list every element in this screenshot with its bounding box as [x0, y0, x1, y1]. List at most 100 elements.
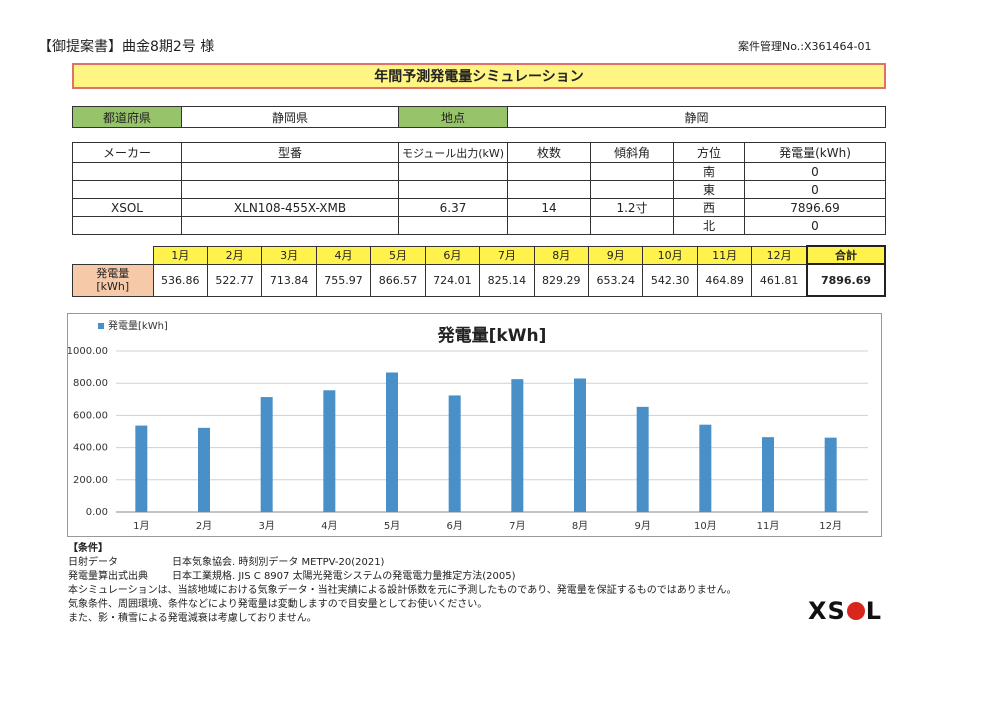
bar [135, 425, 148, 512]
condition-row: 日射データ 日本気象協会. 時刻別データ METPV-20(2021) [68, 556, 737, 570]
direction-east: 東 [673, 180, 745, 199]
direction-west: 西 [673, 198, 745, 217]
y-tick-label: 1000.00 [68, 346, 108, 357]
bar [198, 427, 210, 512]
condition-note: 気象条件、周囲環境、条件などにより発電量は変動しますので目安量としてお使いくださ… [68, 599, 488, 610]
bar [323, 390, 336, 512]
row-label-line2: [kWh] [96, 280, 130, 293]
generation-east: 0 [744, 180, 886, 199]
col-generation: 発電量(kWh) [744, 142, 886, 163]
legend-label: 発電量[kWh] [108, 319, 168, 332]
y-tick-label: 400.00 [73, 443, 108, 454]
bar [824, 437, 837, 512]
bar-chart: 0.00 200.00 400.00 600.00 800.00 1000.00 1月 2月 3… [67, 319, 868, 532]
maker-value: XSOL [72, 198, 182, 217]
pref-value: 静岡県 [181, 106, 399, 128]
month-header: 10月 [642, 245, 698, 265]
bar [699, 424, 712, 512]
location-table: 都道府県 静岡県 地点 静岡 [72, 106, 886, 128]
x-tick-label: 11月 [757, 520, 780, 532]
chart-frame: 0.00 200.00 400.00 600.00 800.00 1000.00 1月 2月 3… [67, 313, 882, 537]
x-tick-label: 4月 [321, 520, 337, 532]
month-value: 713.84 [261, 263, 317, 297]
generation-west: 7896.69 [744, 198, 886, 217]
month-header: 9月 [587, 245, 644, 265]
logo-text-left: XS [808, 597, 846, 625]
tilt-value: 1.2寸 [590, 198, 674, 217]
row-label-line1: 発電量 [96, 267, 130, 280]
x-tick-label: 12月 [819, 520, 842, 532]
legend-swatch [98, 323, 104, 329]
bar [260, 397, 273, 512]
generation-north: 0 [744, 216, 886, 235]
chart-title: 発電量[kWh] [437, 325, 547, 346]
month-value: 522.77 [206, 263, 263, 297]
direction-north: 北 [673, 216, 745, 235]
model-value: XLN108-455X-XMB [181, 198, 399, 217]
count-value: 14 [507, 198, 591, 217]
output-value: 6.37 [398, 198, 508, 217]
x-tick-label: 9月 [634, 520, 650, 532]
bar [448, 395, 461, 512]
month-header: 8月 [533, 245, 590, 265]
month-header: 3月 [261, 245, 317, 265]
month-value: 866.57 [370, 263, 426, 297]
logo-circle-icon [846, 602, 865, 620]
x-tick-label: 1月 [133, 520, 149, 532]
spec-table: メーカー 型番 モジュール出力(kW) 枚数 傾斜角 方位 発電量(kWh) 南… [72, 142, 886, 235]
conditions-heading: 【条件】 [68, 543, 108, 554]
month-header: 12月 [751, 245, 808, 265]
total-header: 合計 [806, 245, 886, 265]
condition-label: 発電量算出式出典 [68, 571, 148, 582]
col-output: モジュール出力(kW) [398, 142, 508, 163]
bar [511, 379, 524, 512]
monthly-table: 1月 2月 3月 4月 5月 6月 7月 8月 9月 10月 11月 12月 合… [72, 245, 886, 297]
point-label: 地点 [398, 106, 508, 128]
month-header: 6月 [424, 245, 481, 265]
document-title: 【御提案書】曲金8期2号 様 [38, 39, 215, 55]
bar [762, 437, 774, 512]
month-value: 461.81 [751, 263, 808, 297]
x-tick-label: 10月 [694, 520, 717, 532]
x-tick-label: 3月 [258, 520, 274, 532]
total-value: 7896.69 [806, 263, 886, 297]
x-tick-label: 5月 [384, 520, 400, 532]
col-count: 枚数 [507, 142, 591, 163]
month-value: 542.30 [642, 263, 698, 297]
generation-south: 0 [744, 162, 886, 181]
pref-label: 都道府県 [72, 106, 182, 128]
x-tick-label: 7月 [509, 520, 525, 532]
condition-text: 日本気象協会. 時刻別データ METPV-20(2021) [172, 557, 385, 568]
x-tick-label: 2月 [196, 520, 212, 532]
month-header: 1月 [152, 245, 208, 265]
case-number: 案件管理No.:X361464-01 [738, 40, 872, 53]
col-maker: メーカー [72, 142, 182, 163]
logo-text-right: L [865, 597, 883, 625]
y-tick-label: 600.00 [73, 410, 108, 421]
month-value: 653.24 [587, 263, 644, 297]
month-value: 536.86 [152, 263, 208, 297]
bar [386, 372, 398, 512]
month-header: 2月 [206, 245, 263, 265]
y-tick-label: 200.00 [73, 475, 108, 486]
conditions-block: 【条件】 日射データ 日本気象協会. 時刻別データ METPV-20(2021) … [68, 542, 737, 626]
condition-row: 発電量算出式出典 日本工業規格. JIS C 8907 太陽光発電システムの発電電… [68, 570, 737, 584]
month-value: 724.01 [424, 263, 481, 297]
month-header: 11月 [696, 245, 753, 265]
y-tick-label: 0.00 [86, 507, 108, 518]
col-tilt: 傾斜角 [590, 142, 674, 163]
condition-text: 日本工業規格. JIS C 8907 太陽光発電システムの発電電力量推定方法(2… [172, 571, 516, 582]
month-value: 755.97 [315, 263, 372, 297]
bar [636, 406, 649, 512]
condition-label: 日射データ [68, 557, 118, 568]
month-value: 825.14 [479, 263, 535, 297]
month-header: 7月 [479, 245, 535, 265]
x-tick-label: 8月 [572, 520, 588, 532]
month-header: 4月 [315, 245, 372, 265]
condition-note: 本シミュレーションは、当該地域における気象データ・当社実績による設計係数を元に予… [68, 585, 737, 596]
monthly-row-label: 発電量 [kWh] [72, 263, 154, 297]
y-tick-label: 800.00 [73, 378, 108, 389]
month-header: 5月 [370, 245, 426, 265]
condition-note: また、影・積雪による発電減衰は考慮しておりません。 [68, 613, 317, 624]
month-value: 464.89 [696, 263, 753, 297]
